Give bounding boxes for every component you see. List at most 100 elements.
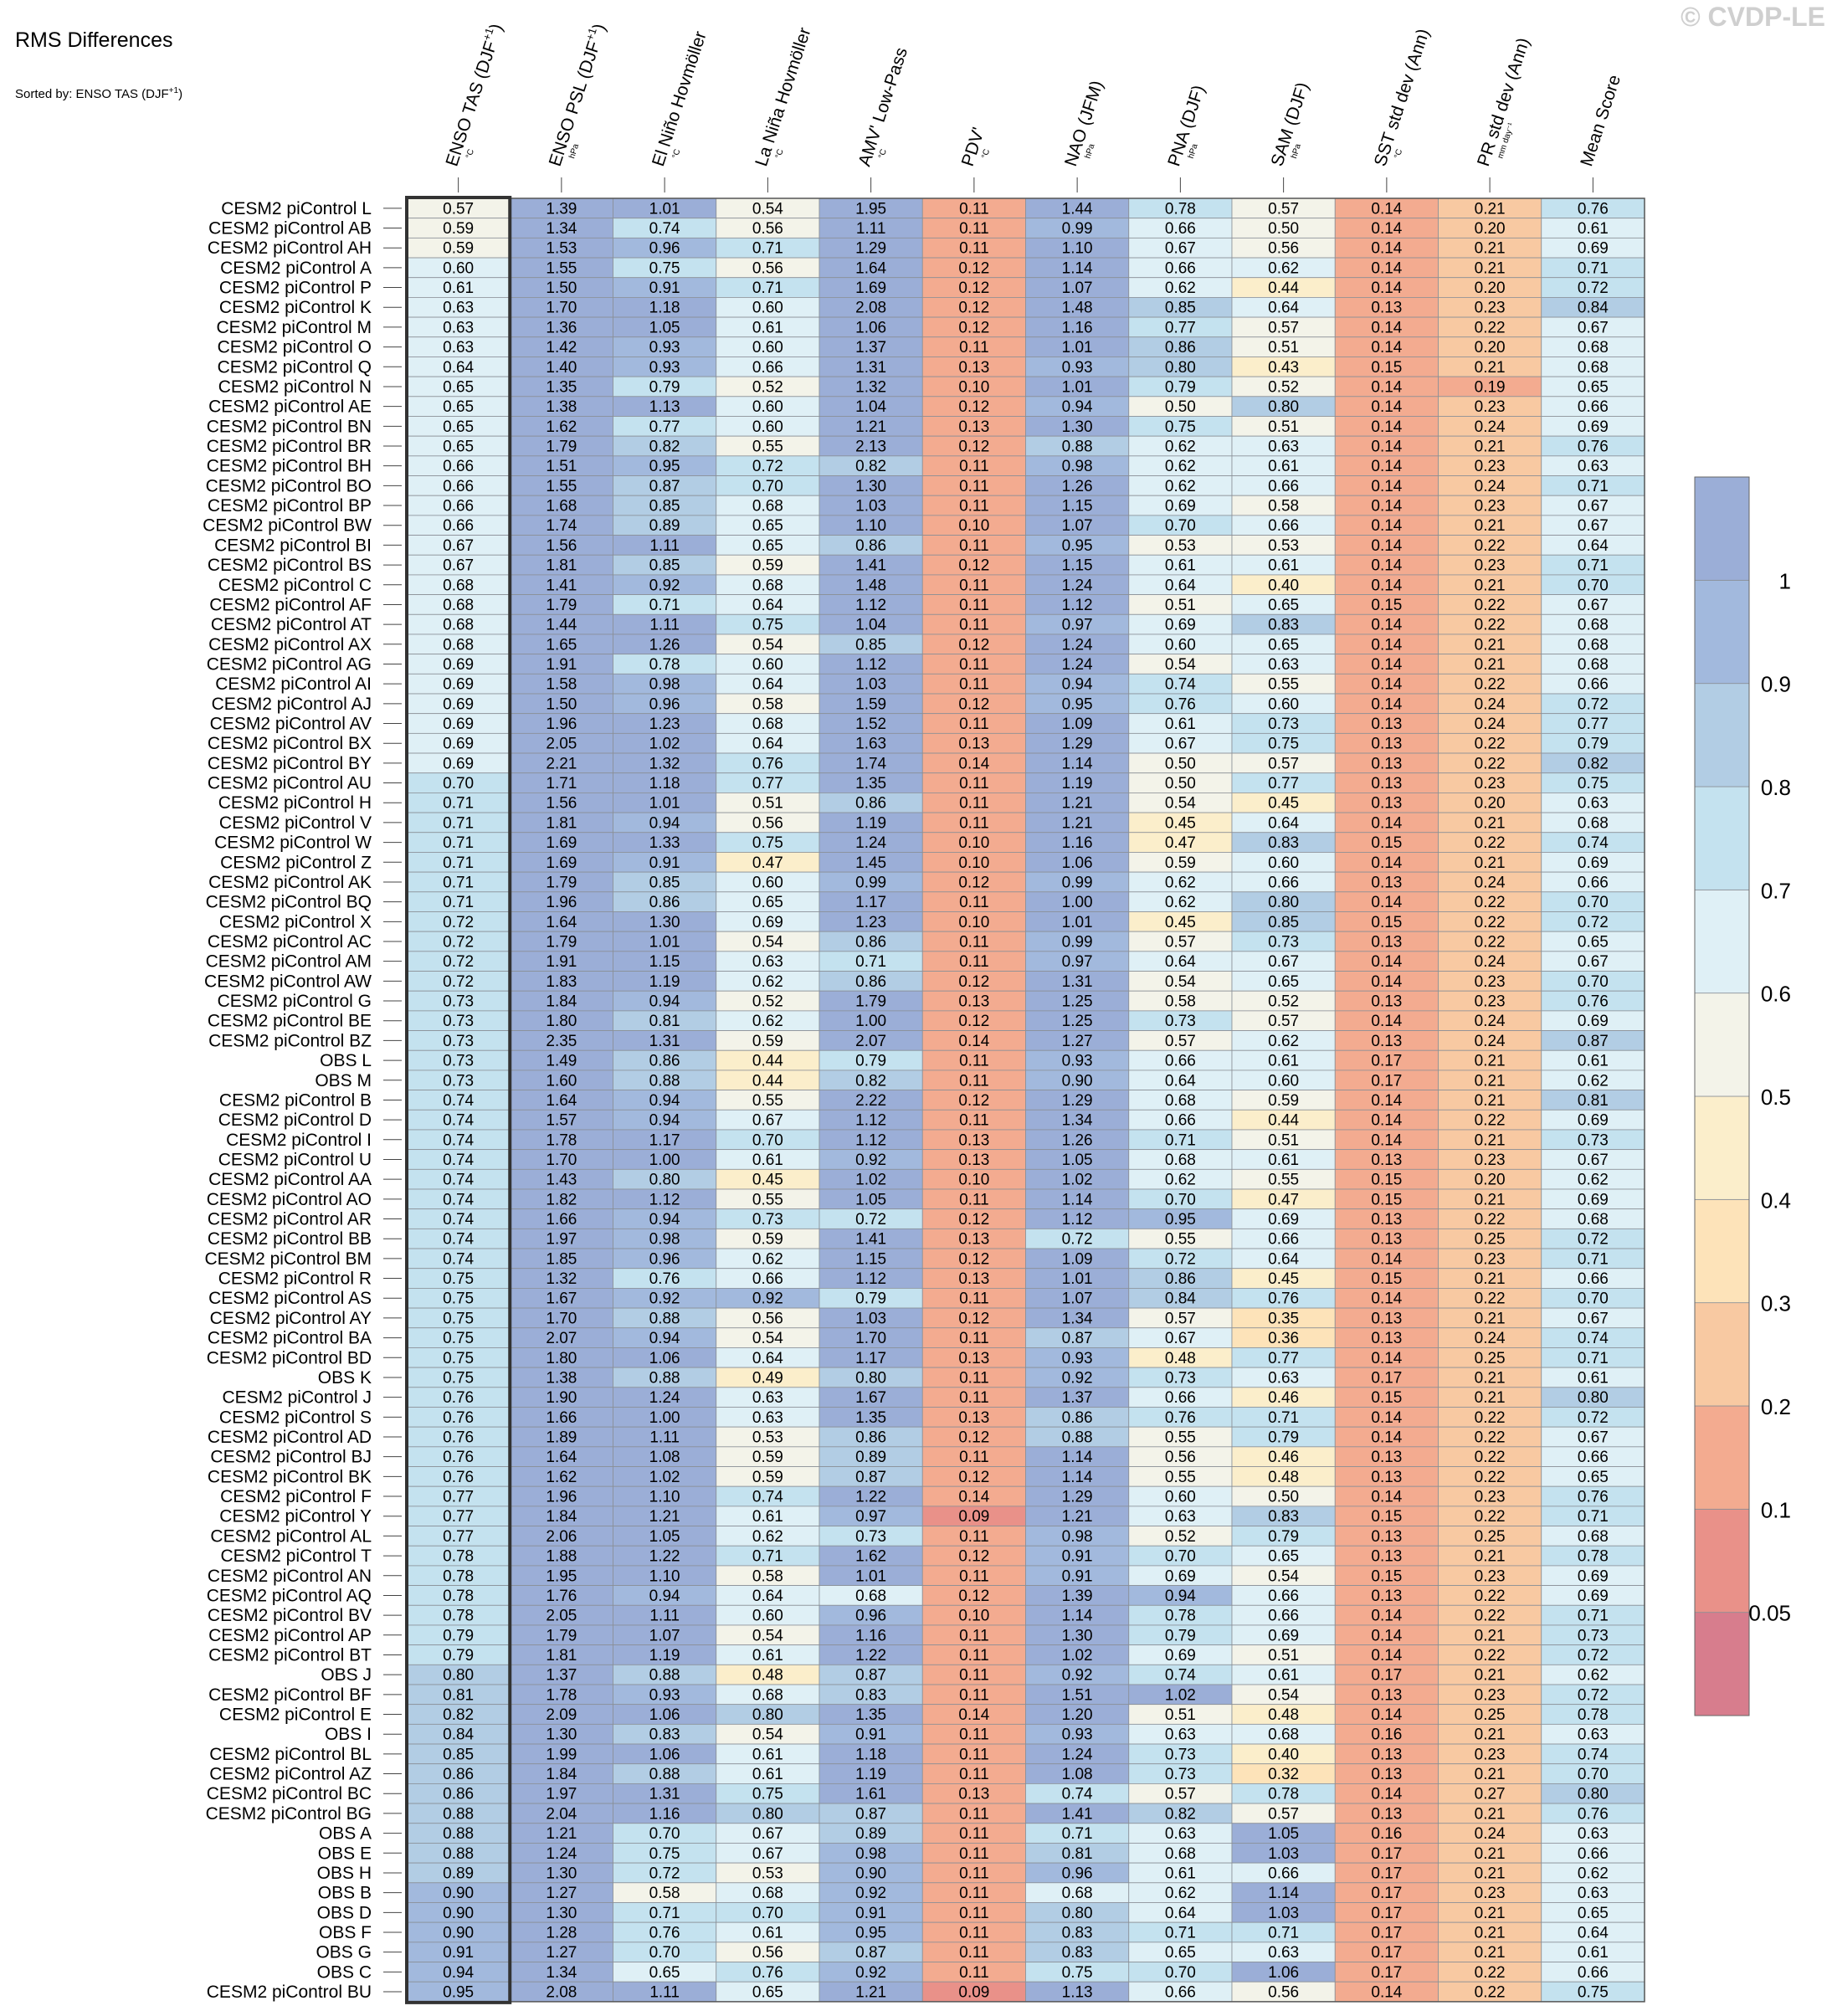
row-label: CESM2 piControl AM xyxy=(206,952,372,972)
cell-value: 0.71 xyxy=(752,240,783,258)
cell-value: 1.03 xyxy=(855,676,886,694)
cell-value: 0.20 xyxy=(1475,1172,1506,1189)
cell-value: 0.75 xyxy=(752,617,783,634)
cell-value: 0.95 xyxy=(649,458,680,475)
cell-value: 1.11 xyxy=(649,537,680,555)
cell-value: 0.76 xyxy=(1578,439,1609,456)
row-label: CESM2 piControl L xyxy=(221,199,372,218)
row-label: CESM2 piControl T xyxy=(220,1547,372,1566)
cell-value: 0.68 xyxy=(1578,656,1609,674)
cell-value: 0.40 xyxy=(1268,1746,1299,1763)
cell-value: 1.35 xyxy=(855,775,886,793)
cell-value: 0.94 xyxy=(649,1112,680,1130)
cell-value: 0.82 xyxy=(1165,1805,1196,1823)
cell-value: 0.58 xyxy=(1165,993,1196,1011)
cell-value: 0.24 xyxy=(1475,1330,1506,1347)
cell-value: 0.91 xyxy=(1062,1567,1093,1585)
cell-value: 1.79 xyxy=(546,934,577,952)
cell-value: 0.22 xyxy=(1475,1409,1506,1427)
colorbar-tick-label: 0.4 xyxy=(1761,1188,1791,1213)
cell-value: 0.63 xyxy=(1165,1508,1196,1526)
cell-value: 0.66 xyxy=(443,458,474,475)
cell-value: 0.91 xyxy=(443,1944,474,1962)
cell-value: 0.73 xyxy=(443,993,474,1011)
cell-value: 1.85 xyxy=(546,1250,577,1268)
cell-value: 0.21 xyxy=(1475,1092,1506,1110)
cell-value: 0.75 xyxy=(443,1369,474,1387)
cell-value: 1.61 xyxy=(855,1786,886,1803)
cell-value: 0.92 xyxy=(855,1152,886,1169)
cell-value: 0.65 xyxy=(1268,597,1299,614)
cell-value: 1.88 xyxy=(546,1548,577,1566)
row-label: CESM2 piControl M xyxy=(216,318,372,337)
cell-value: 0.71 xyxy=(1578,1350,1609,1367)
cell-value: 0.61 xyxy=(1268,557,1299,575)
cell-value: 0.86 xyxy=(1062,1409,1093,1427)
cell-value: 0.13 xyxy=(958,418,989,436)
cell-value: 1.48 xyxy=(1062,300,1093,317)
cell-value: 1.52 xyxy=(855,716,886,733)
cell-value: 0.72 xyxy=(1578,280,1609,297)
cell-value: 1.02 xyxy=(855,1172,886,1189)
cell-value: 0.93 xyxy=(1062,1726,1093,1744)
cell-value: 1.28 xyxy=(546,1925,577,1942)
row-label: CESM2 piControl BM xyxy=(204,1249,372,1269)
cell-value: 0.78 xyxy=(1268,1786,1299,1803)
cell-value: 0.76 xyxy=(1165,695,1196,713)
cell-value: 0.73 xyxy=(1578,1131,1609,1149)
cell-value: 0.62 xyxy=(1578,1072,1609,1090)
cell-value: 0.60 xyxy=(752,656,783,674)
column-label: PDV' xyxy=(958,126,988,169)
cell-value: 0.11 xyxy=(959,656,989,674)
cell-value: 1.24 xyxy=(1062,656,1093,674)
cell-value: 0.69 xyxy=(1578,854,1609,872)
cell-value: 1.26 xyxy=(1062,1131,1093,1149)
cell-value: 0.86 xyxy=(855,1429,886,1447)
cell-value: 0.60 xyxy=(752,339,783,357)
cell-value: 1.30 xyxy=(649,914,680,931)
cell-value: 0.75 xyxy=(443,1350,474,1367)
cell-value: 1.00 xyxy=(649,1409,680,1427)
cell-value: 0.11 xyxy=(959,478,989,495)
cell-value: 0.73 xyxy=(1165,1013,1196,1030)
cell-value: 1.82 xyxy=(546,1191,577,1208)
cell-value: 0.14 xyxy=(958,1033,989,1050)
row-label: CESM2 piControl BA xyxy=(208,1329,372,1348)
cell-value: 0.57 xyxy=(1165,1310,1196,1327)
cell-value: 1.14 xyxy=(1062,1608,1093,1625)
cell-value: 0.80 xyxy=(1578,1786,1609,1803)
cell-value: 0.76 xyxy=(443,1429,474,1447)
cell-value: 0.12 xyxy=(958,1013,989,1030)
cell-value: 0.09 xyxy=(958,1984,989,2002)
cell-value: 0.80 xyxy=(649,1172,680,1189)
cell-value: 0.21 xyxy=(1475,200,1506,218)
column-unit: hPa xyxy=(567,142,581,160)
cell-value: 1.01 xyxy=(1062,1270,1093,1288)
cell-value: 0.75 xyxy=(649,1845,680,1863)
cell-value: 0.15 xyxy=(1371,1191,1402,1208)
cell-value: 1.44 xyxy=(546,617,577,634)
cell-value: 0.12 xyxy=(958,1211,989,1229)
cell-value: 0.72 xyxy=(443,914,474,931)
cell-value: 0.77 xyxy=(752,775,783,793)
cell-value: 2.05 xyxy=(546,1608,577,1625)
cell-value: 0.55 xyxy=(1165,1469,1196,1486)
cell-value: 1.21 xyxy=(546,1825,577,1843)
cell-value: 0.91 xyxy=(1062,1548,1093,1566)
cell-value: 0.13 xyxy=(1371,795,1402,813)
cell-value: 0.95 xyxy=(855,1925,886,1942)
cell-value: 1.19 xyxy=(649,973,680,991)
cell-value: 0.25 xyxy=(1475,1231,1506,1249)
cell-value: 0.21 xyxy=(1475,1805,1506,1823)
cell-value: 0.54 xyxy=(752,1726,783,1744)
cell-value: 0.74 xyxy=(1165,676,1196,694)
cell-value: 1.11 xyxy=(649,617,680,634)
cell-value: 1.00 xyxy=(649,1152,680,1169)
cell-value: 0.63 xyxy=(443,339,474,357)
cell-value: 0.61 xyxy=(1268,458,1299,475)
row-label: OBS F xyxy=(319,1923,372,1942)
cell-value: 0.21 xyxy=(1475,1548,1506,1566)
cell-value: 1.06 xyxy=(649,1706,680,1724)
column-label: El Niño Hovmöller xyxy=(649,29,711,169)
cell-value: 0.74 xyxy=(1578,834,1609,852)
